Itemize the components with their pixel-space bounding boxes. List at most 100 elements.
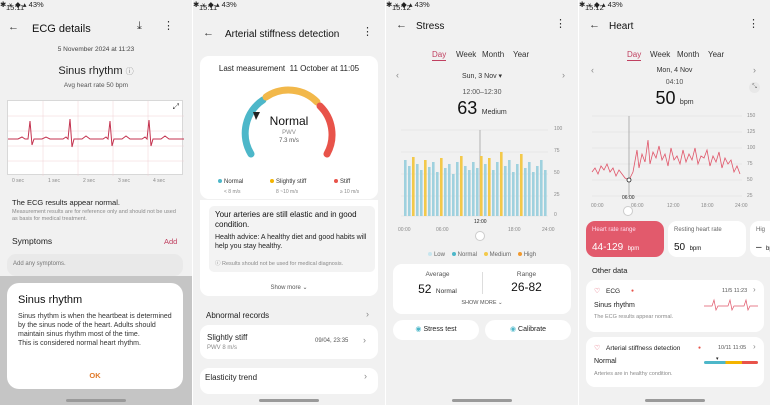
back-arrow-icon[interactable]: ← <box>589 19 600 31</box>
chevron-right-icon[interactable]: › <box>366 309 369 319</box>
expand-icon[interactable]: ⤢ <box>172 102 179 111</box>
symptoms-field[interactable]: Add any symptoms. <box>7 254 183 276</box>
elasticity-row[interactable]: Elasticity trend › <box>200 368 378 394</box>
back-arrow-icon[interactable]: ← <box>203 27 214 39</box>
stress-chart <box>401 129 548 217</box>
download-icon[interactable]: ⤓ <box>137 20 142 32</box>
status-icons: ✱ ⚹ ◆ ▴ 43% <box>0 0 44 9</box>
status-icons: ✱ ⚹ ◆ ▴ 43% <box>386 0 430 9</box>
dot-icon <box>517 252 522 257</box>
hr-range-card[interactable]: Heart rate range 44-129 bpm <box>586 221 664 257</box>
next-day-icon[interactable]: › <box>562 70 565 80</box>
heart-chart <box>591 115 742 197</box>
ecg-card[interactable]: ♡ ECG ● 11/5 11:23 › Sinus rhythm The EC… <box>586 280 764 332</box>
record-state: Slightly stiff <box>207 333 248 342</box>
resting-label: Resting heart rate <box>674 227 722 233</box>
calibrate-button[interactable]: ◉ Calibrate <box>485 320 571 340</box>
tab-year[interactable]: Year <box>708 50 725 59</box>
nav-handle[interactable] <box>259 399 319 402</box>
back-arrow-icon[interactable]: ← <box>8 21 19 33</box>
tab-year[interactable]: Year <box>513 50 530 59</box>
zoom-icon[interactable]: ⤡ <box>749 82 760 93</box>
asd-card[interactable]: ♡ Arterial stiffness detection ● 10/11 1… <box>586 337 764 387</box>
show-more-link[interactable]: SHOW MORE ⌄ <box>461 300 503 306</box>
legend-stiff: Stiff <box>334 179 350 185</box>
more-icon[interactable]: ⋮ <box>362 26 373 38</box>
show-more-link[interactable]: Show more ⌄ <box>270 285 308 291</box>
record-item[interactable]: Slightly stiff PWV 8 m/s 09/04, 23:35 › <box>200 325 378 359</box>
legend-normal-range: < 8 m/s <box>224 189 241 195</box>
tab-day[interactable]: Day <box>627 50 642 61</box>
third-stat-card[interactable]: Hig – bp <box>750 221 770 257</box>
stress-screen: 15:12 ✱ ⚹ ◆ ▴ 43% ← Stress ⋮ Day Week Mo… <box>386 0 578 405</box>
dot-icon <box>483 252 488 257</box>
x-tick-2: 12:00 <box>667 203 680 209</box>
nav-handle[interactable] <box>645 399 705 402</box>
tab-week[interactable]: Week <box>456 50 477 59</box>
page-title: Stress <box>416 21 445 32</box>
tab-month[interactable]: Month <box>482 50 505 59</box>
page-title: Heart <box>609 21 634 32</box>
info-icon[interactable]: ⓘ <box>125 67 134 76</box>
tab-week[interactable]: Week <box>650 50 671 59</box>
health-advice: Health advice: A healthy diet and good h… <box>215 234 367 250</box>
asd-state: Normal <box>594 358 617 365</box>
ecg-date: 11/5 11:23 <box>722 288 748 294</box>
back-arrow-icon[interactable]: ← <box>396 19 407 31</box>
stat-divider <box>482 272 483 294</box>
x-tick-3: 18:00 <box>508 227 521 233</box>
assessment-card: Your arteries are still elastic and in g… <box>200 200 378 296</box>
sinus-rhythm-dialog: Sinus rhythm Sinus rhythm is when the he… <box>7 283 183 389</box>
prev-day-icon[interactable]: ‹ <box>591 65 594 75</box>
selected-point <box>626 177 632 183</box>
assessment-text: Your arteries are still elastic and in g… <box>215 210 357 229</box>
tab-day[interactable]: Day <box>432 50 447 61</box>
ecg-screen: 15:11 ✱ ⚹ ◆ ▴ 43% ← ECG details ⤓ ⋮ 5 No… <box>0 0 192 405</box>
heart-number: 50 <box>655 88 676 108</box>
x-tick-4: 24:00 <box>735 203 748 209</box>
stress-test-button[interactable]: ◉ Stress test <box>393 320 479 340</box>
more-icon[interactable]: ⋮ <box>748 18 759 30</box>
avg-value: 52 <box>418 282 432 296</box>
abnormal-records-label[interactable]: Abnormal records <box>206 311 270 320</box>
ok-button[interactable]: OK <box>89 371 101 380</box>
scrubber-handle[interactable] <box>623 206 633 216</box>
x-tick-4: 24:00 <box>542 227 555 233</box>
dot-icon <box>451 252 456 257</box>
status-time: 15:12 <box>392 3 411 12</box>
scrubber-handle[interactable] <box>475 231 485 241</box>
x-tick-0: 00:00 <box>398 227 411 233</box>
disclaimer: Measurement results are for reference on… <box>12 209 176 222</box>
prev-day-icon[interactable]: ‹ <box>396 70 399 80</box>
more-icon[interactable]: ⋮ <box>555 18 566 30</box>
date-picker[interactable]: Sun, 3 Nov ▾ <box>461 73 503 80</box>
ecg-waveform <box>8 101 184 176</box>
stress-number: 63 <box>457 98 478 118</box>
status-time: 15:11 <box>6 3 25 12</box>
time-label: 04:10 <box>665 79 684 86</box>
date-label[interactable]: Mon, 4 Nov <box>656 67 693 74</box>
elasticity-label: Elasticity trend <box>205 373 258 382</box>
add-symptoms-link[interactable]: Add <box>164 237 178 246</box>
resting-stat: 50 bpm <box>674 237 701 255</box>
axis-0: 0 sec <box>12 178 24 184</box>
x-tick-0: 00:00 <box>591 203 604 209</box>
hr-range-unit: bpm <box>627 246 640 252</box>
stress-bars <box>404 152 547 216</box>
legend-normal: Normal <box>457 252 477 258</box>
asd-scale-bar <box>704 361 758 364</box>
nav-handle[interactable] <box>452 399 512 402</box>
x-tick-1: 06:00 <box>631 203 644 209</box>
nav-handle[interactable] <box>66 399 126 402</box>
symptoms-label: Symptoms <box>12 236 53 246</box>
resting-hr-card[interactable]: Resting heart rate 50 bpm <box>668 221 746 257</box>
avg-heart-rate: Avg heart rate 50 bpm <box>63 82 129 89</box>
stress-value: 63 Medium <box>386 98 578 119</box>
more-icon[interactable]: ⋮ <box>163 20 174 32</box>
ecg-state: Sinus rhythm <box>594 302 635 309</box>
next-day-icon[interactable]: › <box>753 65 756 75</box>
asd-pointer-icon: ▾ <box>716 356 719 362</box>
legend-slightly: Slightly stiff <box>270 179 306 185</box>
ecg-mini-wave <box>704 298 758 312</box>
tab-month[interactable]: Month <box>677 50 700 59</box>
